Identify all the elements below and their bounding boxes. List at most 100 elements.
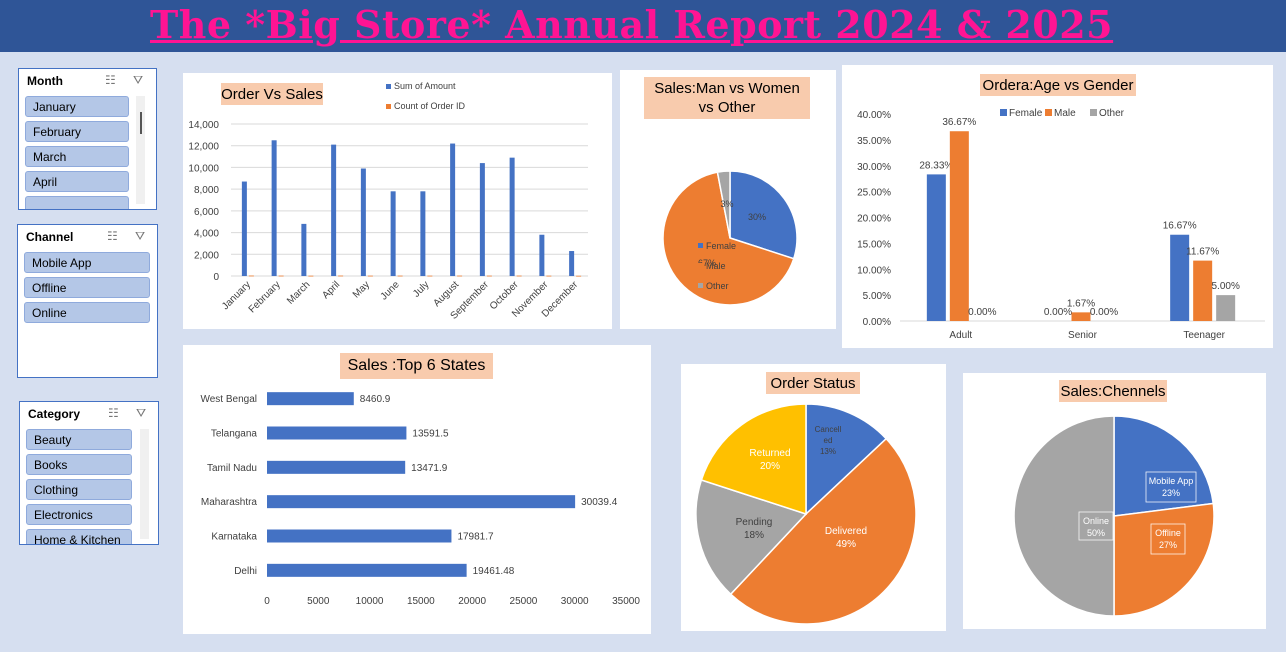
y-tick-label: 6,000	[194, 207, 219, 218]
month-slicer[interactable]: Month ☷ ⛛ January February March April	[18, 68, 157, 210]
bar-data-label: 5.00%	[1211, 281, 1239, 292]
sales-gender-chart: 30% 67% 3% Female Male Other	[662, 170, 798, 306]
sales-channels-chart: Mobile App 23% Offline 27% Online 50%	[1013, 415, 1215, 617]
bar-data-label: 16.67%	[1163, 221, 1197, 232]
legend-label: Other	[1099, 108, 1125, 119]
multi-select-icon[interactable]: ☷	[105, 73, 116, 87]
slicer-item-march[interactable]: March	[25, 146, 129, 167]
bar-data-label: 17981.7	[457, 532, 494, 543]
legend-swatch	[698, 263, 703, 268]
bar	[390, 191, 396, 276]
y-tick-label: Delhi	[234, 566, 257, 577]
pie-data-label: 23%	[1162, 488, 1180, 498]
slicer-item-beauty[interactable]: Beauty	[26, 429, 132, 450]
y-tick-label: 0.00%	[863, 317, 891, 328]
bar	[397, 275, 403, 277]
bar	[420, 191, 426, 276]
slicer-scrollbar[interactable]	[136, 96, 145, 204]
bar	[248, 275, 254, 277]
bar-data-label: 28.33%	[919, 160, 953, 171]
y-tick-label: 14,000	[188, 120, 219, 131]
bar	[331, 144, 337, 276]
bar	[539, 234, 545, 276]
pie-slice	[662, 171, 795, 306]
pie-data-label: Cancell	[815, 425, 842, 434]
slicer-item-clothing[interactable]: Clothing	[26, 479, 132, 500]
bar	[509, 157, 515, 276]
pie-data-label: 50%	[1087, 528, 1105, 538]
slicer-item-electronics[interactable]: Electronics	[26, 504, 132, 525]
channel-slicer-title: Channel	[26, 230, 74, 244]
pie-data-label: Delivered	[825, 526, 867, 537]
bar	[1170, 234, 1190, 321]
clear-filter-icon[interactable]: ⛛	[133, 73, 144, 87]
bar	[457, 275, 463, 277]
x-tick-label: 25000	[510, 596, 538, 607]
report-title: The *Big Store* Annual Report 2024 & 202…	[150, 2, 1114, 47]
channel-slicer[interactable]: Channel ☷ ⛛ Mobile App Offline Online	[17, 224, 158, 378]
bar	[301, 223, 307, 276]
slicer-item-january[interactable]: January	[25, 96, 129, 117]
slicer-item-books[interactable]: Books	[26, 454, 132, 475]
category-slicer[interactable]: Category ☷ ⛛ Beauty Books Clothing Elect…	[19, 401, 159, 545]
bar	[1071, 312, 1091, 321]
legend-label: Male	[706, 261, 726, 271]
x-tick-label: Teenager	[1183, 330, 1225, 341]
clear-filter-icon[interactable]: ⛛	[135, 229, 146, 243]
slicer-item-partial[interactable]	[25, 196, 129, 209]
pie-data-label: Returned	[749, 448, 790, 459]
legend-swatch	[1000, 109, 1007, 116]
slicer-item-home-kitchen[interactable]: Home & Kitchen	[26, 529, 132, 544]
y-tick-label: 8,000	[194, 185, 219, 196]
legend-label: Female	[1009, 108, 1043, 119]
slicer-item-online[interactable]: Online	[24, 302, 150, 323]
x-tick-label: February	[247, 279, 283, 315]
order-status-panel: Order Status Cancell ed 13% Delivered 49% Pen…	[681, 364, 946, 631]
bar	[546, 275, 552, 277]
y-tick-label: 0	[213, 272, 219, 283]
pie-data-label: 18%	[744, 530, 764, 541]
bar-data-label: 13471.9	[411, 463, 448, 474]
bar	[949, 131, 969, 321]
x-tick-label: 15000	[407, 596, 435, 607]
chart-title: Sales:Man vs Women vs Other	[644, 77, 810, 119]
x-tick-label: March	[285, 279, 312, 306]
data-label-callout	[1078, 511, 1114, 541]
bar-data-label: 13591.5	[412, 429, 449, 440]
age-gender-chart: 40.00% 35.00% 30.00% 25.00% 20.00% 15.00% 10.0…	[857, 108, 1265, 341]
multi-select-icon[interactable]: ☷	[107, 229, 118, 243]
pie-data-label: 30%	[748, 212, 766, 222]
slicer-scrollbar[interactable]	[140, 429, 149, 539]
pie-data-label: Mobile App	[1149, 476, 1194, 486]
y-tick-label: 12,000	[188, 142, 219, 153]
legend-swatch	[386, 84, 391, 89]
bar	[450, 143, 456, 276]
multi-select-icon[interactable]: ☷	[108, 406, 119, 420]
bar	[1193, 260, 1213, 321]
pie-slice	[729, 170, 798, 260]
x-tick-label: 35000	[612, 596, 640, 607]
slicer-scroll-thumb[interactable]	[140, 112, 142, 134]
bar-data-label: 1.67%	[1067, 298, 1095, 309]
x-tick-label: 5000	[307, 596, 330, 607]
bar-data-label: 19461.48	[473, 566, 515, 577]
slicer-item-offline[interactable]: Offline	[24, 277, 150, 298]
clear-filter-icon[interactable]: ⛛	[136, 406, 147, 420]
bar	[338, 275, 344, 277]
pie-data-label: Pending	[736, 517, 773, 528]
x-tick-label: April	[320, 279, 342, 301]
slicer-item-february[interactable]: February	[25, 121, 129, 142]
pie-data-label: 67%	[698, 258, 716, 268]
y-tick-label: 5.00%	[863, 291, 891, 302]
order-vs-sales-panel: Order Vs Sales 14,000 12,000 10,000 8,000 6,…	[183, 73, 612, 329]
y-tick-label: 30.00%	[857, 162, 891, 173]
slicer-item-mobile-app[interactable]: Mobile App	[24, 252, 150, 273]
bar	[308, 275, 314, 277]
data-label-callout	[1150, 523, 1186, 555]
pie-data-label: 13%	[820, 447, 836, 456]
pie-data-label: 27%	[1159, 540, 1177, 550]
y-tick-label: 10.00%	[857, 265, 891, 276]
slicer-item-april[interactable]: April	[25, 171, 129, 192]
legend-label: Count of Order ID	[394, 101, 466, 111]
legend-label: Other	[706, 281, 729, 291]
